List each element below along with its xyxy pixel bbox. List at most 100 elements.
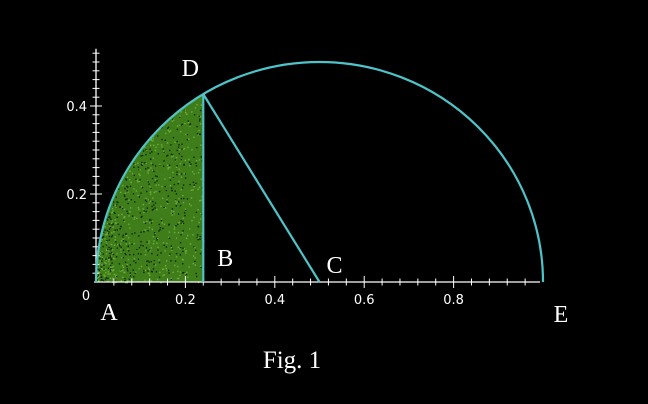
speckle-dot — [183, 172, 185, 175]
speckle-dot — [142, 208, 145, 210]
speckle-dot — [167, 201, 169, 203]
speckle-dot — [158, 230, 160, 232]
speckle-dot — [170, 260, 172, 262]
speckle-dot — [124, 216, 126, 218]
speckle-dot — [122, 276, 124, 279]
speckle-dot — [153, 240, 155, 242]
speckle-dot — [97, 279, 100, 282]
speckle-dot — [144, 269, 146, 272]
speckle-dot — [158, 184, 160, 186]
speckle-dot — [112, 210, 114, 212]
speckle-dot — [144, 279, 146, 281]
speckle-dot — [152, 208, 155, 210]
speckle-dot — [166, 203, 169, 205]
speckle-dot — [112, 279, 114, 281]
speckle-dot — [172, 171, 174, 174]
point-label-d: D — [182, 56, 199, 82]
speckle-dot — [178, 144, 180, 146]
speckle-dot — [179, 242, 182, 244]
speckle-dot — [114, 219, 116, 221]
speckle-dot — [96, 267, 99, 269]
speckle-dot — [189, 125, 191, 128]
speckle-dot — [128, 250, 130, 252]
speckle-dot — [180, 220, 182, 222]
speckle-dot — [111, 249, 114, 251]
speckle-dot — [168, 237, 171, 239]
speckle-dot — [148, 242, 150, 244]
speckle-dot — [101, 258, 104, 260]
speckle-dot — [112, 257, 115, 260]
speckle-dot — [100, 242, 102, 244]
speckle-dot — [105, 244, 108, 246]
speckle-dot — [132, 215, 134, 217]
speckle-dot — [200, 144, 202, 146]
speckle-dot — [100, 252, 102, 254]
speckle-dot — [166, 269, 168, 272]
speckle-dot — [180, 124, 182, 126]
speckle-dot — [98, 274, 101, 276]
speckle-dot — [200, 248, 202, 251]
speckle-dot — [169, 177, 171, 179]
speckle-dot — [128, 199, 130, 201]
speckle-dot — [161, 185, 163, 188]
speckle-dot — [167, 129, 170, 132]
speckle-dot — [172, 155, 174, 157]
speckle-dot — [171, 187, 173, 189]
speckle-dot — [199, 133, 201, 136]
speckle-dot — [149, 191, 151, 193]
speckle-dot — [166, 142, 169, 144]
speckle-dot — [99, 257, 101, 260]
point-label-b: B — [217, 246, 233, 272]
speckle-dot — [181, 155, 183, 158]
speckle-dot — [193, 156, 195, 158]
speckle-dot — [198, 186, 201, 189]
speckle-dot — [184, 109, 186, 111]
speckle-dot — [125, 178, 127, 180]
speckle-dot — [180, 159, 183, 162]
speckle-dot — [162, 268, 164, 270]
speckle-dot — [108, 263, 111, 265]
speckle-dot — [111, 236, 113, 238]
speckle-dot — [165, 189, 167, 192]
speckle-dot — [173, 210, 175, 213]
speckle-dot — [181, 232, 183, 234]
speckle-dot — [183, 272, 185, 274]
speckle-dot — [170, 144, 172, 146]
speckle-dot — [131, 243, 133, 245]
speckle-dot — [197, 209, 199, 211]
speckle-dot — [196, 160, 198, 162]
speckle-dot — [156, 239, 158, 241]
speckle-dot — [190, 204, 192, 207]
speckle-dot — [157, 135, 159, 137]
speckle-dot — [126, 265, 128, 267]
speckle-dot — [152, 197, 154, 199]
speckle-dot — [199, 235, 201, 238]
speckle-dot — [166, 200, 168, 202]
speckle-dot — [184, 159, 186, 162]
speckle-dot — [185, 252, 187, 254]
speckle-dot — [120, 240, 123, 242]
speckle-dot — [170, 277, 172, 279]
speckle-dot — [143, 162, 145, 164]
speckle-dot — [196, 275, 198, 278]
speckle-dot — [133, 276, 135, 278]
speckle-dot — [177, 246, 179, 248]
speckle-dot — [105, 277, 108, 279]
speckle-dot — [101, 239, 103, 241]
speckle-dot — [151, 209, 154, 211]
speckle-dot — [178, 201, 180, 203]
speckle-dot — [139, 212, 141, 214]
speckle-dot — [105, 234, 107, 236]
speckle-dot — [179, 248, 181, 250]
speckle-dot — [194, 246, 196, 249]
speckle-dot — [174, 190, 176, 192]
speckle-dot — [101, 260, 103, 262]
speckle-dot — [121, 207, 124, 210]
speckle-dot — [102, 232, 104, 234]
speckle-dot — [109, 255, 112, 257]
speckle-dot — [140, 192, 142, 194]
speckle-dot — [168, 131, 170, 133]
speckle-dot — [101, 268, 103, 270]
speckle-dot — [166, 199, 168, 201]
speckle-dot — [177, 223, 179, 225]
